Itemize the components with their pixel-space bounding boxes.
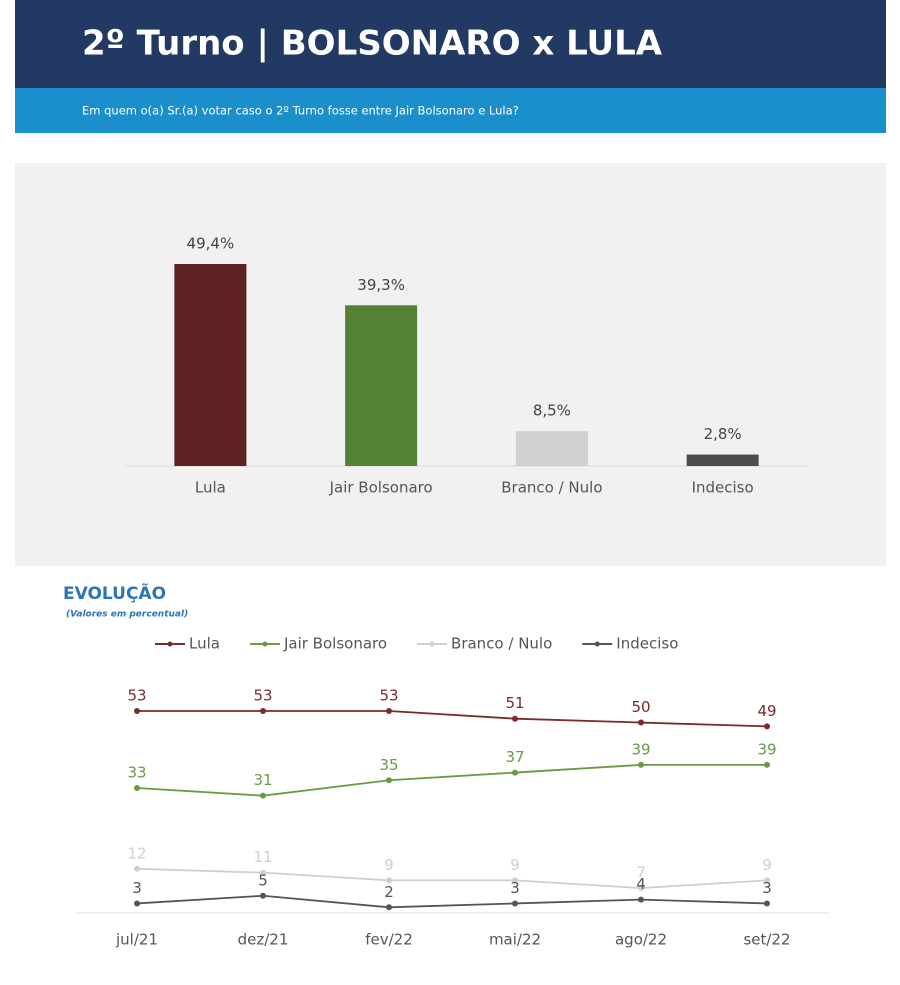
x-tick-label: ago/22 bbox=[615, 931, 667, 949]
series-line bbox=[136, 763, 767, 797]
x-tick-label: Lula bbox=[195, 479, 226, 497]
data-point bbox=[386, 708, 392, 714]
x-tick-label: jul/21 bbox=[115, 931, 158, 949]
data-point bbox=[638, 719, 644, 726]
legend-dot bbox=[429, 641, 435, 647]
data-point bbox=[512, 715, 518, 722]
data-label: 3 bbox=[132, 879, 142, 897]
series-line bbox=[137, 710, 768, 728]
data-point bbox=[134, 865, 140, 872]
x-tick-label: Jair Bolsonaro bbox=[329, 479, 433, 497]
data-label: 51 bbox=[505, 694, 524, 712]
data-label: 2 bbox=[384, 883, 394, 901]
data-label: 39 bbox=[757, 740, 776, 758]
data-point bbox=[512, 769, 518, 776]
legend-dot bbox=[167, 641, 173, 647]
data-point bbox=[512, 900, 518, 907]
data-point bbox=[260, 708, 266, 714]
bar-value-label: 49,4% bbox=[187, 235, 235, 253]
x-tick-label: fev/22 bbox=[365, 931, 413, 949]
data-label: 9 bbox=[384, 856, 394, 874]
data-point bbox=[638, 761, 644, 768]
page-title: 2º Turno | BOLSONARO x LULA bbox=[82, 24, 663, 64]
data-point bbox=[260, 892, 266, 899]
bar bbox=[345, 305, 418, 466]
data-point bbox=[764, 723, 770, 730]
data-label: 50 bbox=[631, 698, 650, 716]
data-point bbox=[764, 900, 770, 907]
page-subtitle: Em quem o(a) Sr.(a) votar caso o 2º Turn… bbox=[82, 104, 519, 118]
data-label: 4 bbox=[636, 875, 646, 893]
legend-label: Branco / Nulo bbox=[451, 635, 552, 653]
data-point bbox=[386, 777, 392, 784]
data-label: 53 bbox=[127, 687, 146, 705]
data-point bbox=[764, 761, 770, 768]
data-point bbox=[638, 896, 644, 903]
data-label: 49 bbox=[757, 702, 776, 720]
data-label: 9 bbox=[762, 856, 772, 874]
line-title: EVOLUÇÃO bbox=[63, 581, 166, 604]
data-point bbox=[764, 877, 770, 884]
data-point bbox=[134, 708, 140, 714]
x-tick-label: set/22 bbox=[743, 931, 790, 949]
bar bbox=[686, 454, 759, 466]
series-line bbox=[136, 894, 768, 909]
legend-dot bbox=[594, 641, 600, 647]
bar-value-label: 8,5% bbox=[533, 402, 571, 420]
data-label: 7 bbox=[636, 864, 646, 882]
data-point bbox=[386, 877, 392, 884]
data-label: 39 bbox=[631, 740, 650, 758]
data-label: 9 bbox=[510, 856, 520, 874]
bar bbox=[174, 264, 247, 466]
data-point bbox=[512, 877, 518, 884]
legend-label: Indeciso bbox=[616, 635, 678, 653]
data-label: 37 bbox=[505, 748, 524, 766]
data-point bbox=[134, 900, 140, 907]
data-label: 5 bbox=[258, 871, 268, 889]
bar-panel bbox=[15, 163, 886, 566]
legend-label: Lula bbox=[189, 635, 220, 653]
data-point bbox=[134, 784, 140, 791]
bar-value-label: 2,8% bbox=[704, 425, 742, 443]
data-label: 53 bbox=[253, 687, 272, 705]
data-point bbox=[638, 885, 644, 892]
bar-value-label: 39,3% bbox=[357, 276, 405, 294]
data-label: 33 bbox=[127, 763, 146, 781]
data-label: 31 bbox=[253, 771, 272, 789]
data-label: 11 bbox=[253, 848, 272, 866]
data-label: 12 bbox=[127, 844, 146, 862]
data-point bbox=[386, 904, 392, 911]
x-tick-label: dez/21 bbox=[238, 931, 289, 949]
data-label: 53 bbox=[379, 687, 398, 705]
data-point bbox=[260, 869, 266, 876]
x-tick-label: Indeciso bbox=[692, 479, 754, 497]
data-label: 3 bbox=[762, 879, 772, 897]
x-tick-label: mai/22 bbox=[489, 931, 541, 949]
series-line bbox=[136, 867, 768, 889]
data-point bbox=[260, 792, 266, 799]
bar bbox=[515, 431, 588, 466]
x-tick-label: Branco / Nulo bbox=[501, 479, 602, 497]
subtitle-band bbox=[15, 88, 886, 133]
data-label: 35 bbox=[379, 756, 398, 774]
header-band bbox=[15, 0, 886, 88]
legend-dot bbox=[262, 641, 268, 647]
legend-label: Jair Bolsonaro bbox=[283, 635, 387, 653]
line-subtitle: (Valores em percentual) bbox=[66, 610, 188, 620]
data-label: 3 bbox=[510, 879, 520, 897]
